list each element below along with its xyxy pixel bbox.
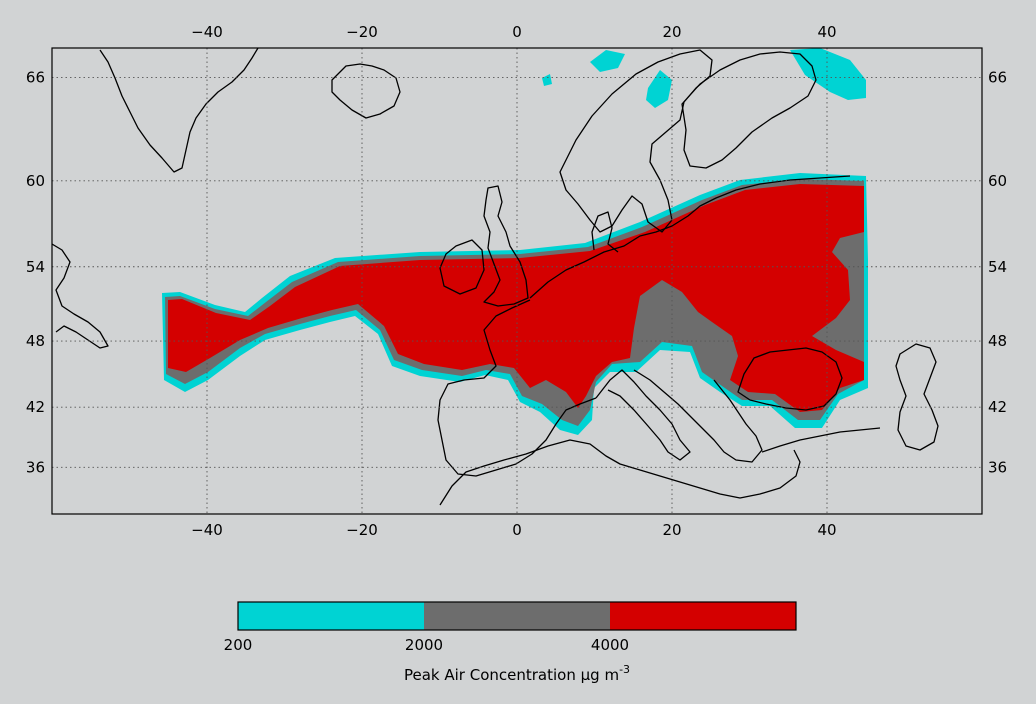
lat-tick-right-label: 36 <box>988 458 1007 476</box>
lat-tick-left-label: 60 <box>26 172 45 190</box>
lat-tick-right-label: 48 <box>988 332 1007 350</box>
scandinavia-coast <box>559 49 713 233</box>
plume-high <box>168 184 864 412</box>
colorbar-tick-labels: 200 2000 4000 <box>224 636 629 654</box>
lat-tick-left-label: 54 <box>26 258 45 276</box>
france-iberia-coast <box>437 299 597 477</box>
newfoundland-coast <box>52 243 109 349</box>
lat-tick-right-label: 60 <box>988 172 1007 190</box>
lon-tick-bottom-label: 20 <box>662 521 681 539</box>
colorbar-border <box>237 601 797 631</box>
lat-tick-left-label: 42 <box>26 398 45 416</box>
lat-tick-left-label: 36 <box>26 458 45 476</box>
colorbar <box>237 601 797 631</box>
colorbar-segment-2 <box>610 602 796 630</box>
lon-tick-top-label: 0 <box>512 23 522 41</box>
north-africa-coast <box>439 439 801 506</box>
lon-tick-top-label: −40 <box>191 23 223 41</box>
denmark-coast <box>591 211 619 253</box>
gridlines <box>52 48 982 514</box>
coastlines <box>52 48 939 506</box>
lat-tick-left-label: 48 <box>26 332 45 350</box>
lon-ticks-top: −40 −20 0 20 40 <box>191 23 836 41</box>
caspian-coast <box>895 343 939 451</box>
lon-tick-bottom-label: −20 <box>346 521 378 539</box>
lon-ticks-bottom: −40 −20 0 20 40 <box>191 521 836 539</box>
colorbar-segment-0 <box>238 602 424 630</box>
greenland-coast <box>99 48 259 173</box>
colorbar-tick-label: 4000 <box>591 636 629 654</box>
lat-ticks-left: 36 42 48 54 60 66 <box>26 69 45 477</box>
lat-tick-left-label: 66 <box>26 69 45 87</box>
map-border <box>51 47 983 515</box>
lon-tick-top-label: 20 <box>662 23 681 41</box>
balkans-coast <box>633 369 763 463</box>
continent-north-coast <box>529 175 851 299</box>
colorbar-tick-label: 200 <box>224 636 253 654</box>
ireland-coast <box>439 239 485 295</box>
lon-tick-top-label: 40 <box>817 23 836 41</box>
colorbar-tick-label: 2000 <box>405 636 443 654</box>
colorbar-title-exponent: -3 <box>619 663 630 676</box>
lon-tick-bottom-label: 40 <box>817 521 836 539</box>
colorbar-title: Peak Air Concentration μg m-3 <box>404 663 630 684</box>
italy-coast <box>595 369 691 461</box>
lat-tick-right-label: 42 <box>988 398 1007 416</box>
finland-coast <box>681 51 817 169</box>
colorbar-segment-1 <box>424 602 610 630</box>
lon-tick-top-label: −20 <box>346 23 378 41</box>
lon-tick-bottom-label: −40 <box>191 521 223 539</box>
turkey-coast <box>761 427 881 453</box>
britain-coast <box>483 185 529 307</box>
lat-tick-right-label: 66 <box>988 69 1007 87</box>
lon-tick-bottom-label: 0 <box>512 521 522 539</box>
lat-tick-right-label: 54 <box>988 258 1007 276</box>
black-sea-coast <box>737 347 843 411</box>
colorbar-title-mu: μ <box>581 666 591 684</box>
lat-ticks-right: 36 42 48 54 60 66 <box>988 69 1007 477</box>
colorbar-title-main: Peak Air Concentration <box>404 666 581 684</box>
colorbar-title-unit: g m <box>590 666 619 684</box>
iceland-coast <box>331 63 401 119</box>
